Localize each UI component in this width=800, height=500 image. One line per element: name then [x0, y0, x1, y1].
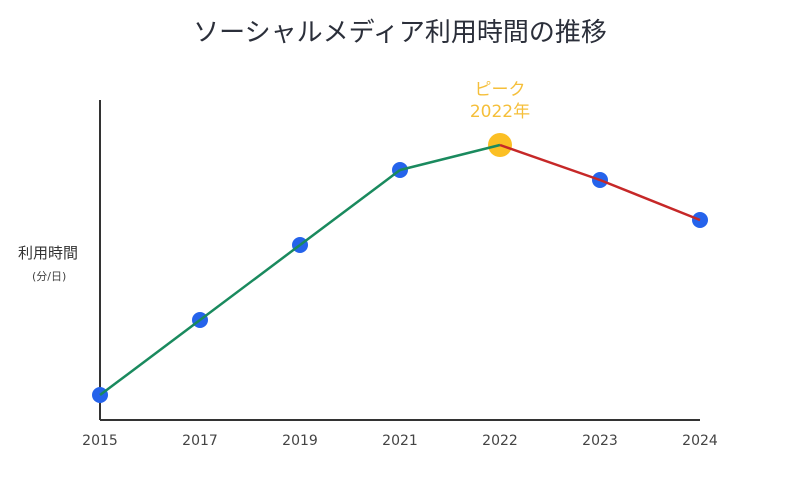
- y-axis-unit: (分/日): [32, 270, 67, 283]
- x-tick-label: 2022: [482, 433, 518, 449]
- line-segment: [599, 178, 701, 222]
- line-segment: [499, 143, 601, 182]
- line-segment: [299, 169, 401, 246]
- x-tick-label: 2023: [582, 433, 618, 449]
- x-tick-label: 2015: [82, 433, 118, 449]
- peak-annotation-year: 2022年: [470, 102, 530, 122]
- x-tick-label: 2021: [382, 433, 418, 449]
- x-tick-label: 2024: [682, 433, 718, 449]
- y-axis-label: 利用時間: [18, 244, 79, 262]
- chart-title: ソーシャルメディア利用時間の推移: [193, 18, 607, 48]
- peak-annotation-label: ピーク: [475, 80, 526, 100]
- line-segment: [199, 244, 301, 321]
- line-segment: [399, 143, 501, 172]
- x-tick-label: 2019: [282, 433, 318, 449]
- line-segment: [99, 319, 201, 396]
- x-tick-label: 2017: [182, 433, 218, 449]
